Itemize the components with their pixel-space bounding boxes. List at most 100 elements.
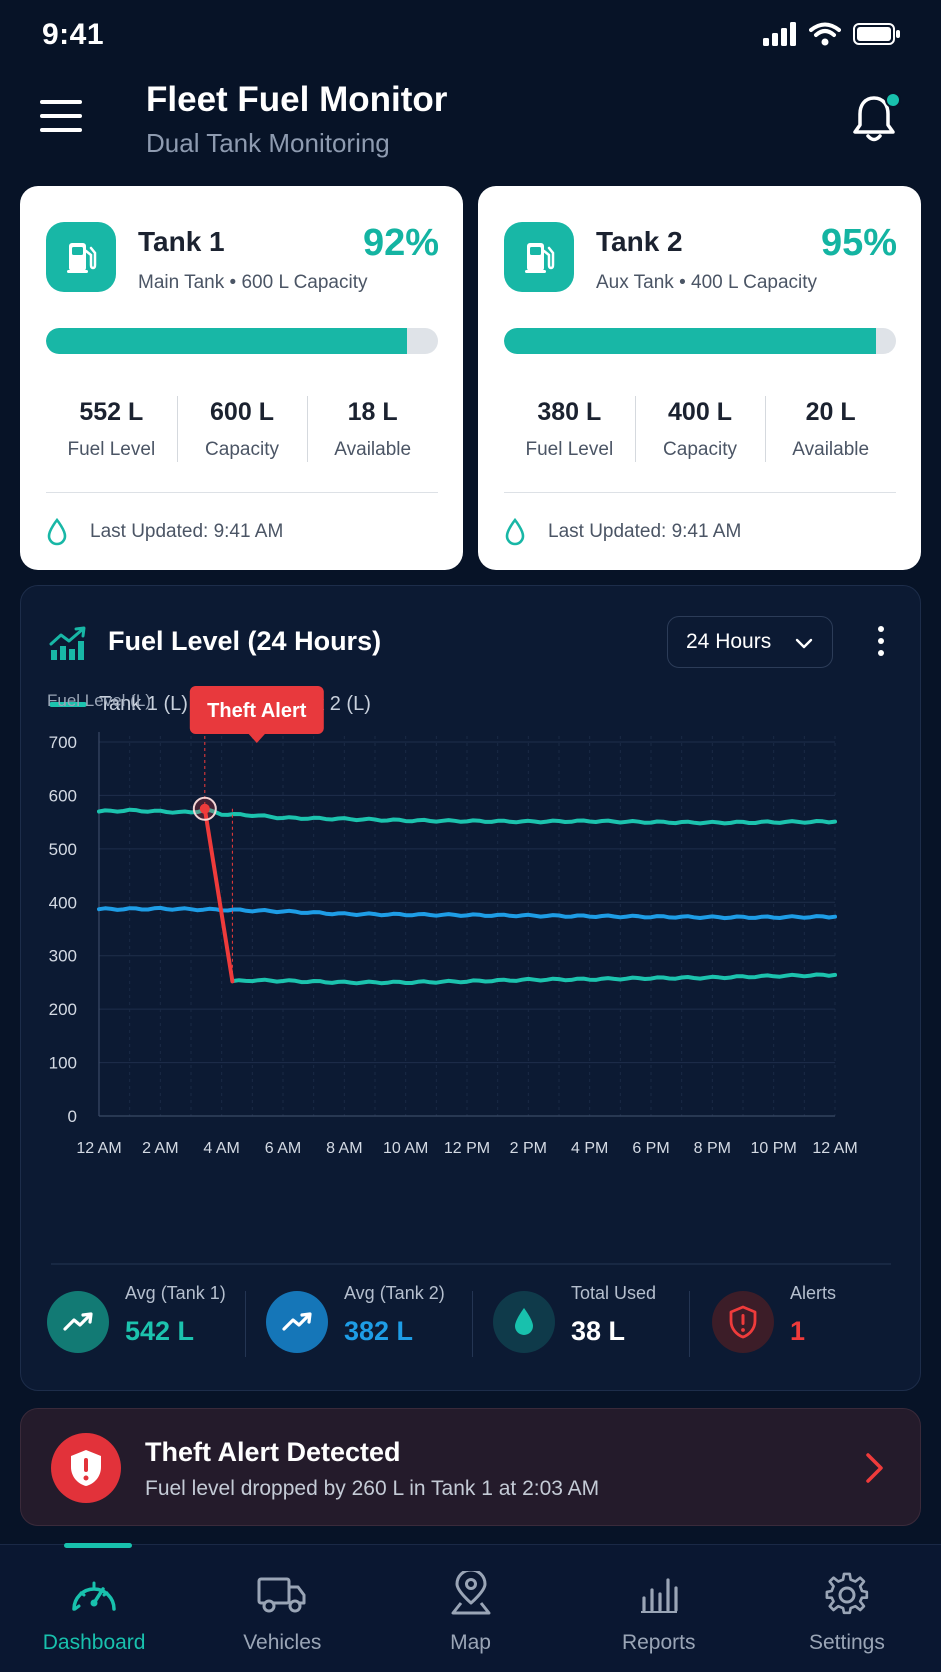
summary-total-used: Total Used 38 L [473,1279,689,1369]
bottom-navigation: Dashboard Vehicles Map [0,1543,941,1672]
tank-card-1[interactable]: Tank 1 Main Tank • 600 L Capacity 92% 55… [20,186,463,570]
summary-avg-tank-2: Avg (Tank 2) 382 L [246,1279,472,1369]
wifi-icon [809,22,841,46]
x-tick-label: 12 AM [76,1140,121,1157]
x-tick-label: 8 PM [694,1140,731,1157]
stat-label: Fuel Level [67,439,156,460]
y-tick-label: 0 [68,1107,77,1126]
theft-drop-line [202,806,235,984]
stat-value: 600 L [210,398,274,426]
theft-alert-label: Theft Alert [207,700,307,722]
time-range-dropdown[interactable]: 24 Hours [667,616,833,668]
y-tick-label: 200 [49,1000,77,1019]
droplet-icon [505,518,525,546]
x-tick-label: 4 AM [203,1140,239,1157]
status-icons [763,22,901,46]
tank-description: Main Tank • 600 L Capacity [138,272,368,293]
stat-value: 18 L [347,398,398,426]
stat-value: 552 L [79,398,144,426]
more-icon-dot [878,638,884,644]
battery-icon [853,23,900,45]
stat-label: Available [334,439,412,460]
map-pin-icon [376,1571,564,1617]
menu-icon [40,100,82,104]
fuel-chart-panel: Fuel Level (24 Hours) 24 Hours Tank 1 (L… [20,585,921,1391]
trend-up-icon [47,1291,109,1353]
divider [245,1291,246,1357]
y-tick-label: 300 [49,947,77,966]
x-tick-label: 10 PM [751,1140,797,1157]
tank-card-2[interactable]: Tank 2 Aux Tank • 400 L Capacity 95% 380… [478,186,921,570]
stat-value: 380 L [537,398,602,426]
divider [689,1291,690,1357]
active-tab-indicator [64,1543,132,1548]
stat-label: Fuel Level [525,439,614,460]
nav-item-reports[interactable]: Reports [565,1545,753,1672]
stat-label: Capacity [205,439,279,460]
x-tick-label: 10 AM [383,1140,428,1157]
tank-stat-capacity: 400 L Capacity [634,396,766,466]
tank-description: Aux Tank • 400 L Capacity [596,272,818,293]
tank-percent: 95% [820,222,897,264]
menu-button[interactable] [40,100,82,140]
y-axis-label: Fuel Level (L) [47,691,151,710]
nav-label: Map [450,1631,491,1654]
x-tick-label: 4 PM [571,1140,608,1157]
x-tick-label: 2 AM [142,1140,178,1157]
tank-level-fill [504,328,877,354]
status-bar: 9:41 [0,0,941,70]
fuel-pump-icon [504,222,574,292]
tank-stat-fuel-level: 552 L Fuel Level [46,396,177,466]
menu-icon-line [40,114,82,118]
droplet-icon [47,518,67,546]
nav-label: Dashboard [42,1631,146,1654]
x-tick-label: 6 PM [632,1140,669,1157]
divider [46,492,438,493]
gear-icon [753,1571,941,1617]
tank-percent: 92% [362,222,439,264]
nav-item-vehicles[interactable]: Vehicles [188,1545,376,1672]
theft-alert-callout [189,686,324,734]
summary-avg-tank-1: Avg (Tank 1) 542 L [47,1279,245,1369]
summary-value: 542 L [125,1316,195,1346]
alert-message: Fuel level dropped by 260 L in Tank 1 at… [145,1477,600,1500]
series-line [97,807,837,826]
summary-alerts[interactable]: Alerts 1 [690,1279,880,1369]
summary-label: Alerts [790,1283,837,1303]
droplet-icon [493,1291,555,1353]
fuel-pump-icon [46,222,116,292]
last-updated-text: Last Updated: 9:41 AM [548,521,742,542]
x-tick-label: 6 AM [265,1140,301,1157]
bar-chart-icon [565,1571,753,1617]
gauge-icon [0,1571,188,1617]
nav-item-dashboard[interactable]: Dashboard [0,1543,188,1672]
page-title: Fleet Fuel Monitor [146,80,448,119]
stat-value: 20 L [805,398,856,426]
fuel-level-chart[interactable]: Fuel Level (L) 0 100 200 300 400 500 600 700 12 A… [21,586,922,1266]
page-subtitle: Dual Tank Monitoring [146,128,390,158]
nav-item-settings[interactable]: Settings [753,1545,941,1672]
signal-icon [763,22,796,46]
last-updated: Last Updated: 9:41 AM [46,518,283,546]
more-options-button[interactable] [871,626,891,660]
more-icon [878,626,884,632]
trend-up-icon [266,1291,328,1353]
bell-icon [853,96,895,142]
theft-alert-banner[interactable]: Theft Alert Detected Fuel level dropped … [20,1408,921,1526]
legend-item-tank-1[interactable]: Tank 1 (L) [49,693,188,716]
notifications-button[interactable] [851,92,901,144]
summary-value: 1 [790,1316,806,1346]
chart-title: Fuel Level (24 Hours) [108,626,382,656]
nav-label: Vehicles [243,1631,322,1654]
tank-level-fill [46,328,407,354]
divider [472,1291,473,1357]
nav-item-map[interactable]: Map [376,1545,564,1672]
x-tick-label: 12 PM [444,1140,490,1157]
series-line [230,972,837,986]
last-updated-text: Last Updated: 9:41 AM [90,521,284,542]
tank-name: Tank 2 [596,226,683,257]
tank-level-bar [504,328,896,354]
stat-label: Capacity [663,439,737,460]
status-time: 9:41 [42,18,105,51]
chevron-right-icon [866,1453,883,1483]
